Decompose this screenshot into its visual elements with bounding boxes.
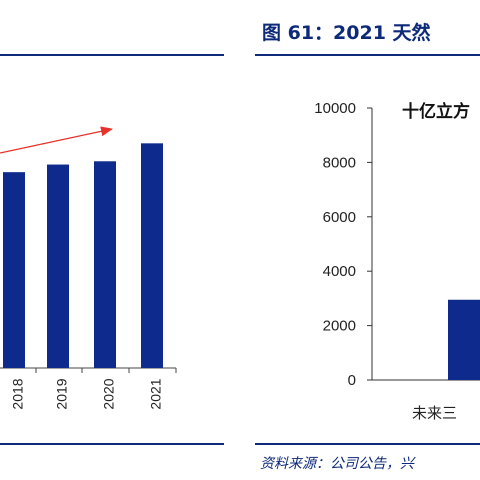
right-y-tick-label: 10000 [314,100,356,117]
left-chart: 2018 2019 2020 2021 [0,126,177,410]
right-y-tick-label: 2000 [323,318,356,335]
left-bar-2018 [3,172,25,368]
right-top-rule [255,54,480,56]
left-x-label-2019: 2019 [54,378,70,409]
right-bottom-rule [255,443,480,445]
left-top-rule [0,54,224,56]
left-bar-2020 [94,161,116,368]
right-chart-title: 十亿立方 [402,101,470,121]
left-x-label-2020: 2020 [101,378,117,409]
left-x-label-2018: 2018 [10,378,26,409]
right-x-label: 未来三 [412,405,457,422]
right-source-note: 资料来源：公司公告，兴 [260,456,414,472]
right-y-tick-label: 0 [348,372,356,389]
right-y-tick-label: 8000 [323,154,356,171]
left-bar-2021 [141,143,163,368]
left-bar-2019 [47,164,69,368]
left-trend-arrow [0,126,113,154]
left-x-label-2021: 2021 [148,378,164,409]
right-y-tick-label: 4000 [323,263,356,280]
right-bar-未来三 [448,299,480,380]
right-chart: 0 2000 4000 6000 8000 10000 未来三 十亿立方 [314,100,480,422]
left-bottom-rule [0,443,224,445]
right-y-tick-label: 6000 [323,209,356,226]
right-figure-title: 图 61：2021 天然 [262,22,431,44]
